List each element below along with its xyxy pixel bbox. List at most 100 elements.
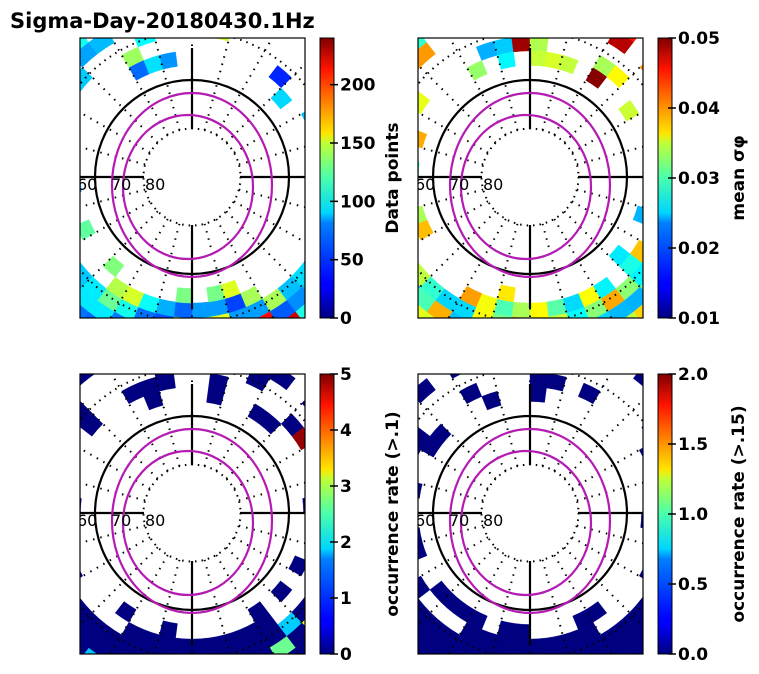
heatmap-bin bbox=[606, 65, 630, 89]
heatmap-bin bbox=[529, 301, 549, 318]
heatmap-bin bbox=[497, 284, 516, 303]
latitude-label: 70 bbox=[449, 511, 469, 530]
heatmap-bin bbox=[708, 201, 727, 228]
heatmap-bin bbox=[629, 335, 659, 362]
heatmap-bin bbox=[236, 670, 263, 674]
heatmap-bin bbox=[254, 247, 279, 286]
heatmap-bin bbox=[299, 346, 331, 374]
heatmap-bin bbox=[409, 659, 438, 674]
heatmap-bin bbox=[121, 670, 148, 674]
heatmap-bin bbox=[350, 47, 377, 77]
heatmap-bin bbox=[438, 660, 465, 674]
heatmap-bin bbox=[206, 387, 225, 406]
heatmap-bin bbox=[51, 159, 67, 177]
heatmap-bin bbox=[373, 29, 402, 63]
heatmap-bin bbox=[637, 346, 669, 374]
heatmap-bin bbox=[400, 328, 430, 355]
heatmap-bin bbox=[454, 212, 475, 251]
heatmap-bin bbox=[753, 377, 759, 414]
heatmap-bin bbox=[268, 316, 299, 341]
heatmap-bin bbox=[8, 248, 32, 277]
heatmap-bin bbox=[550, 345, 574, 363]
heatmap-bin bbox=[530, 227, 567, 244]
heatmap-bin bbox=[348, 359, 384, 393]
heatmap-bin bbox=[200, 177, 217, 220]
heatmap-bin bbox=[732, 351, 759, 389]
heatmap-bin bbox=[508, 667, 530, 674]
axes-frame bbox=[79, 37, 306, 319]
heatmap-bin bbox=[376, 95, 398, 125]
heatmap-bin bbox=[403, 236, 427, 270]
heatmap-bin bbox=[558, 54, 579, 75]
heatmap-bin bbox=[38, 531, 56, 553]
heatmap-bin bbox=[418, 448, 422, 456]
heatmap-bin bbox=[83, 311, 98, 318]
heatmap-bin bbox=[301, 399, 305, 407]
heatmap-bin bbox=[301, 283, 305, 291]
heatmap-bin bbox=[651, 8, 681, 37]
heatmap-bin bbox=[608, 208, 651, 235]
heatmap-bin bbox=[0, 669, 10, 674]
heatmap-bin bbox=[391, 316, 423, 344]
heatmap-bin bbox=[468, 99, 490, 139]
heatmap-bin bbox=[638, 568, 643, 579]
heatmap-bin bbox=[192, 345, 216, 361]
heatmap-bin bbox=[338, 605, 364, 634]
heatmap-bin bbox=[37, 493, 53, 513]
heatmap-bin bbox=[362, 469, 380, 493]
heatmap-bin bbox=[9, 199, 28, 225]
heatmap-bin bbox=[0, 561, 22, 589]
heatmap-bin bbox=[32, 598, 57, 625]
heatmap-bin bbox=[460, 425, 497, 446]
heatmap-bin bbox=[28, 217, 49, 242]
heatmap-bin bbox=[741, 84, 759, 118]
heatmap-bin bbox=[476, 474, 493, 513]
heatmap-bin bbox=[284, 341, 313, 367]
heatmap-bin bbox=[9, 535, 28, 561]
latitude-label: 60 bbox=[415, 511, 435, 530]
heatmap-bin bbox=[162, 389, 192, 405]
heatmap-bin bbox=[148, 327, 172, 345]
heatmap-bin bbox=[155, 374, 176, 392]
axes-frame bbox=[417, 373, 644, 655]
heatmap-bin bbox=[270, 208, 313, 235]
heatmap-bin bbox=[80, 400, 83, 406]
heatmap-bin bbox=[350, 276, 377, 306]
heatmap-bin bbox=[530, 285, 560, 301]
heatmap-bin bbox=[373, 627, 402, 661]
heatmap-bin bbox=[701, 331, 733, 365]
latitude-label: 70 bbox=[111, 175, 131, 194]
heatmap-bin bbox=[275, 110, 296, 145]
dotted-grid-spoke bbox=[80, 481, 146, 502]
heatmap-bin bbox=[421, 647, 436, 654]
heatmap-bin bbox=[229, 138, 246, 177]
heatmap-bin bbox=[44, 303, 78, 332]
heatmap-bin bbox=[418, 162, 420, 178]
heatmap-bin bbox=[754, 240, 759, 276]
colorbar-label: occurrence rate (>.15) bbox=[729, 405, 749, 622]
heatmap-bin bbox=[369, 0, 400, 26]
heatmap-bin bbox=[369, 328, 400, 358]
heatmap-bin bbox=[421, 311, 436, 318]
heatmap-bin bbox=[0, 286, 27, 321]
heatmap-bin bbox=[618, 99, 640, 122]
heatmap-bin bbox=[27, 278, 64, 309]
heatmap-bin bbox=[85, 316, 116, 341]
heatmap-bin bbox=[0, 201, 14, 228]
heatmap-bin bbox=[352, 221, 373, 248]
heatmap-bin bbox=[257, 663, 291, 674]
colorbar-tick-label: 100 bbox=[340, 192, 376, 212]
heatmap-bin bbox=[366, 274, 404, 310]
heatmap-bin bbox=[701, 0, 733, 29]
heatmap-bin bbox=[349, 221, 370, 248]
heatmap-bin bbox=[374, 333, 408, 369]
heatmap-bin bbox=[429, 73, 454, 110]
heatmap-bin bbox=[0, 437, 22, 465]
heatmap-bin bbox=[34, 372, 61, 400]
dotted-grid-spoke bbox=[418, 210, 497, 291]
heatmap-bin bbox=[419, 320, 452, 360]
heatmap-bin bbox=[0, 101, 22, 129]
dotted-grid-spoke bbox=[225, 398, 305, 480]
heatmap-bin bbox=[8, 153, 24, 177]
heatmap-bin bbox=[335, 217, 356, 242]
